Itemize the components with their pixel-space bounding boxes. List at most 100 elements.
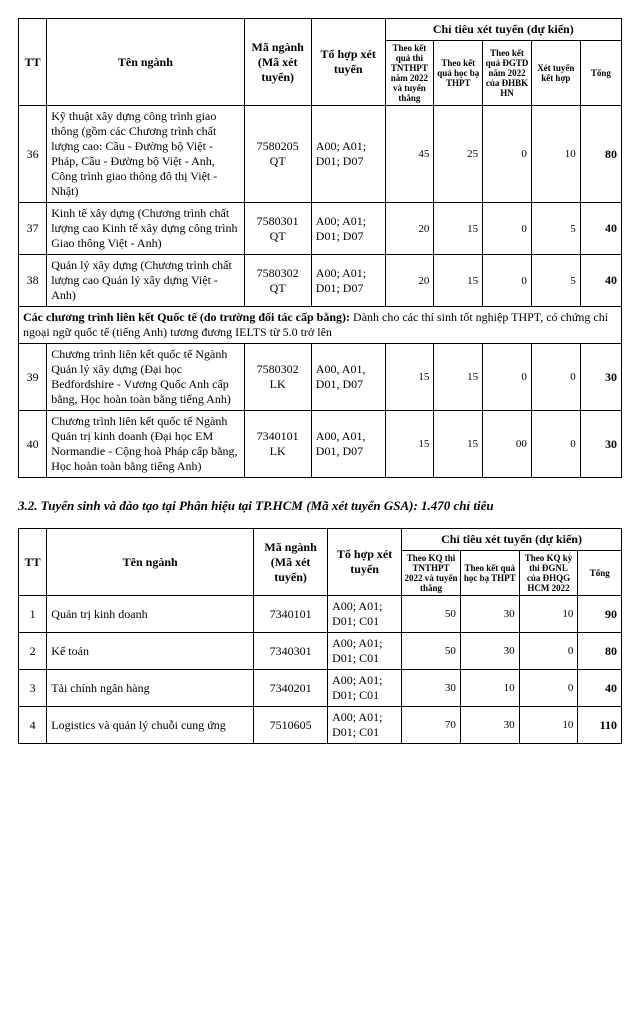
- cell-c: 0: [483, 344, 532, 411]
- cell-tt: 40: [19, 411, 47, 478]
- th-sub-b: Theo kết quả học bạ THPT: [434, 41, 483, 106]
- cell-ma: 7340201: [254, 670, 328, 707]
- th-sub-tong: Tổng: [580, 41, 621, 106]
- cell-c: 0: [483, 203, 532, 255]
- cell-a: 50: [402, 596, 461, 633]
- cell-ten: Tài chính ngân hàng: [47, 670, 254, 707]
- cell-tt: 1: [19, 596, 47, 633]
- cell-th: A00; A01; D01; D07: [311, 255, 385, 307]
- th2-sub-b: Theo kết quả học bạ THPT: [460, 551, 519, 596]
- cell-ten: Chương trình liên kết quốc tế Ngành Quản…: [47, 411, 244, 478]
- cell-ma: 7340101: [254, 596, 328, 633]
- note-cell: Các chương trình liên kết Quốc tế (do tr…: [19, 307, 622, 344]
- cell-d: 5: [531, 255, 580, 307]
- cell-c: 0: [483, 255, 532, 307]
- table-2: TT Tên ngành Mã ngành (Mã xét tuyển) Tổ …: [18, 528, 622, 744]
- cell-tt: 39: [19, 344, 47, 411]
- th2-sub-tong: Tổng: [578, 551, 622, 596]
- table-row: 40 Chương trình liên kết quốc tế Ngành Q…: [19, 411, 622, 478]
- cell-d: 10: [531, 106, 580, 203]
- cell-ten: Chương trình liên kết quốc tế Ngành Quản…: [47, 344, 244, 411]
- cell-ten: Kinh tế xây dựng (Chương trình chất lượn…: [47, 203, 244, 255]
- cell-d: 5: [531, 203, 580, 255]
- th2-th: Tổ hợp xét tuyển: [328, 529, 402, 596]
- th2-group: Chỉ tiêu xét tuyển (dự kiến): [402, 529, 622, 551]
- cell-b: 15: [434, 344, 483, 411]
- cell-b: 30: [460, 707, 519, 744]
- cell-b: 15: [434, 255, 483, 307]
- cell-ten: Logistics và quản lý chuỗi cung ứng: [47, 707, 254, 744]
- th-group: Chỉ tiêu xét tuyển (dự kiến): [385, 19, 621, 41]
- cell-tt: 2: [19, 633, 47, 670]
- cell-ma: 7580302 LK: [244, 344, 311, 411]
- cell-c: 0: [519, 670, 578, 707]
- cell-b: 10: [460, 670, 519, 707]
- cell-th: A00, A01, D01, D07: [311, 344, 385, 411]
- cell-ten: Quản trị kinh doanh: [47, 596, 254, 633]
- cell-b: 15: [434, 411, 483, 478]
- cell-d: 0: [531, 344, 580, 411]
- th2-ma: Mã ngành (Mã xét tuyển): [254, 529, 328, 596]
- th-th: Tổ hợp xét tuyển: [311, 19, 385, 106]
- cell-tt: 38: [19, 255, 47, 307]
- table-row: 38 Quản lý xây dựng (Chương trình chất l…: [19, 255, 622, 307]
- cell-ma: 7580301 QT: [244, 203, 311, 255]
- th2-sub-c: Theo KQ kỳ thi ĐGNL của ĐHQG HCM 2022: [519, 551, 578, 596]
- cell-ma: 7510605: [254, 707, 328, 744]
- cell-tt: 3: [19, 670, 47, 707]
- cell-ma: 7580205 QT: [244, 106, 311, 203]
- cell-th: A00; A01; D01; D07: [311, 203, 385, 255]
- table-row: 2 Kế toán 7340301 A00; A01; D01; C01 50 …: [19, 633, 622, 670]
- table-row: 37 Kinh tế xây dựng (Chương trình chất l…: [19, 203, 622, 255]
- cell-a: 45: [385, 106, 434, 203]
- th2-tt: TT: [19, 529, 47, 596]
- cell-c: 00: [483, 411, 532, 478]
- table-row: 39 Chương trình liên kết quốc tế Ngành Q…: [19, 344, 622, 411]
- section-title: 3.2. Tuyển sinh và đào tạo tại Phân hiệu…: [18, 498, 622, 514]
- cell-ten: Kỹ thuật xây dựng công trình giao thông …: [47, 106, 244, 203]
- cell-tong: 80: [580, 106, 621, 203]
- cell-th: A00; A01; D01; C01: [328, 633, 402, 670]
- cell-c: 0: [519, 633, 578, 670]
- cell-tong: 30: [580, 344, 621, 411]
- note-row: Các chương trình liên kết Quốc tế (do tr…: [19, 307, 622, 344]
- cell-tong: 40: [580, 203, 621, 255]
- cell-c: 10: [519, 596, 578, 633]
- cell-b: 30: [460, 633, 519, 670]
- cell-tong: 80: [578, 633, 622, 670]
- table-row: 4 Logistics và quản lý chuỗi cung ứng 75…: [19, 707, 622, 744]
- cell-b: 25: [434, 106, 483, 203]
- cell-a: 70: [402, 707, 461, 744]
- th-sub-c: Theo kết quả ĐGTD năm 2022 của ĐHBK HN: [483, 41, 532, 106]
- cell-tong: 110: [578, 707, 622, 744]
- cell-c: 10: [519, 707, 578, 744]
- cell-tong: 90: [578, 596, 622, 633]
- cell-a: 20: [385, 203, 434, 255]
- th-ma: Mã ngành (Mã xét tuyển): [244, 19, 311, 106]
- cell-c: 0: [483, 106, 532, 203]
- cell-a: 15: [385, 411, 434, 478]
- th-tt: TT: [19, 19, 47, 106]
- table-row: 3 Tài chính ngân hàng 7340201 A00; A01; …: [19, 670, 622, 707]
- cell-a: 50: [402, 633, 461, 670]
- cell-tt: 37: [19, 203, 47, 255]
- cell-th: A00, A01, D01, D07: [311, 411, 385, 478]
- cell-ma: 7340101 LK: [244, 411, 311, 478]
- cell-th: A00; A01; D01; C01: [328, 707, 402, 744]
- cell-a: 30: [402, 670, 461, 707]
- cell-tt: 4: [19, 707, 47, 744]
- cell-b: 15: [434, 203, 483, 255]
- cell-ten: Quản lý xây dựng (Chương trình chất lượn…: [47, 255, 244, 307]
- cell-th: A00; A01; D01; C01: [328, 670, 402, 707]
- th-sub-a: Theo kết quả thi TNTHPT năm 2022 và tuyể…: [385, 41, 434, 106]
- cell-th: A00; A01; D01; C01: [328, 596, 402, 633]
- cell-d: 0: [531, 411, 580, 478]
- cell-tong: 30: [580, 411, 621, 478]
- cell-ma: 7580302 QT: [244, 255, 311, 307]
- table-row: 1 Quản trị kinh doanh 7340101 A00; A01; …: [19, 596, 622, 633]
- th-ten: Tên ngành: [47, 19, 244, 106]
- table-row: 36 Kỹ thuật xây dựng công trình giao thô…: [19, 106, 622, 203]
- th2-ten: Tên ngành: [47, 529, 254, 596]
- cell-a: 15: [385, 344, 434, 411]
- cell-ma: 7340301: [254, 633, 328, 670]
